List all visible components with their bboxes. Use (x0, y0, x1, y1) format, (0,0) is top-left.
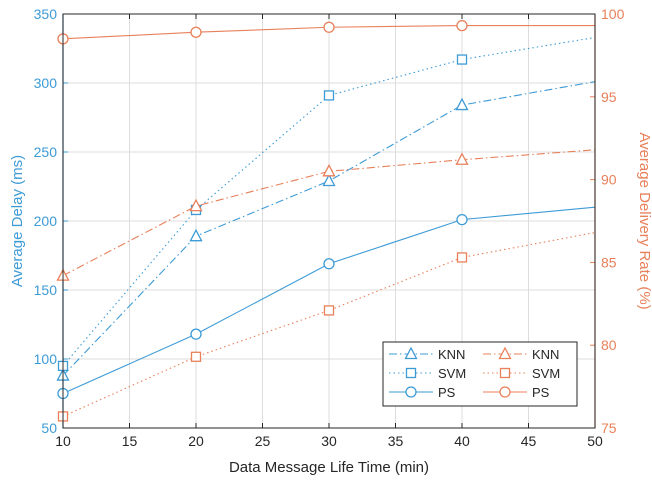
y-left-tick-label: 50 (41, 420, 57, 436)
x-tick-label: 10 (55, 433, 71, 449)
legend: KNN SVM PS KNN SVM PS (382, 341, 578, 407)
y-left-tick-label: 150 (34, 282, 58, 298)
x-axis-label: Data Message Life Time (min) (229, 459, 429, 476)
grid (62, 13, 596, 429)
y-right-tick-label: 85 (601, 254, 617, 270)
y-left-tick-label: 350 (34, 6, 58, 22)
legend-entry: SVM (483, 366, 560, 381)
series-line (62, 36, 596, 367)
data-point (322, 163, 336, 177)
legend-label: SVM (438, 366, 466, 381)
legend-marker (405, 367, 417, 379)
y-right-tick-label: 95 (601, 89, 617, 105)
data-point (323, 258, 335, 270)
data-point (455, 97, 469, 111)
y-right-tick-label: 90 (601, 172, 617, 188)
x-tick-label: 25 (255, 433, 271, 449)
data-point (455, 152, 469, 165)
legend-marker (498, 346, 512, 360)
legend-marker (499, 367, 511, 379)
legend-marker (404, 346, 418, 360)
data-point (456, 54, 468, 65)
data-point (189, 198, 203, 212)
legend-marker (499, 386, 511, 398)
y-right-tick-label: 75 (601, 420, 617, 436)
data-point (190, 328, 202, 340)
data-point (190, 351, 202, 362)
series-right-ps (57, 19, 595, 45)
data-point (323, 305, 335, 316)
x-tick-label: 35 (388, 433, 404, 449)
legend-entry: KNN (483, 346, 559, 362)
legend-label: KNN (532, 347, 559, 362)
series-left-svm (57, 36, 596, 372)
data-point (323, 21, 335, 33)
x-tick-label: 30 (321, 433, 337, 449)
data-point (323, 90, 335, 101)
y-left-tick-label: 300 (34, 75, 58, 91)
legend-entry: PS (389, 385, 456, 400)
x-tick-label: 50 (587, 433, 603, 449)
data-point (189, 228, 203, 242)
x-tick-label: 15 (122, 433, 138, 449)
plot-frame (62, 13, 596, 429)
legend-marker (405, 386, 417, 398)
legend-entry: KNN (389, 346, 465, 362)
legend-label: KNN (438, 347, 465, 362)
data-point (190, 26, 202, 38)
y-axis-left-label: Average Delay (ms) (9, 155, 26, 287)
y-left-tick-label: 200 (34, 213, 58, 229)
y-right-tick-label: 80 (601, 337, 617, 353)
legend-label: PS (438, 385, 456, 400)
legend-label: PS (532, 385, 550, 400)
x-tick-label: 20 (188, 433, 204, 449)
y-left-tick-label: 100 (34, 351, 58, 367)
series-left-knn (56, 81, 596, 381)
series-line (62, 149, 596, 277)
legend-label: SVM (532, 366, 560, 381)
y-left-tick-label: 250 (34, 144, 58, 160)
x-tick-label: 45 (521, 433, 537, 449)
data-point (322, 173, 336, 187)
data-point (456, 213, 468, 226)
data-point (456, 19, 468, 32)
y-axis-right-label: Average Delivery Rate (%) (636, 132, 652, 309)
data-point (456, 252, 468, 263)
series-right-knn (56, 149, 596, 281)
y-right-tick-label: 100 (601, 6, 625, 22)
legend-entry: SVM (389, 366, 466, 381)
x-tick-label: 40 (454, 433, 470, 449)
legend-entry: PS (483, 385, 550, 400)
